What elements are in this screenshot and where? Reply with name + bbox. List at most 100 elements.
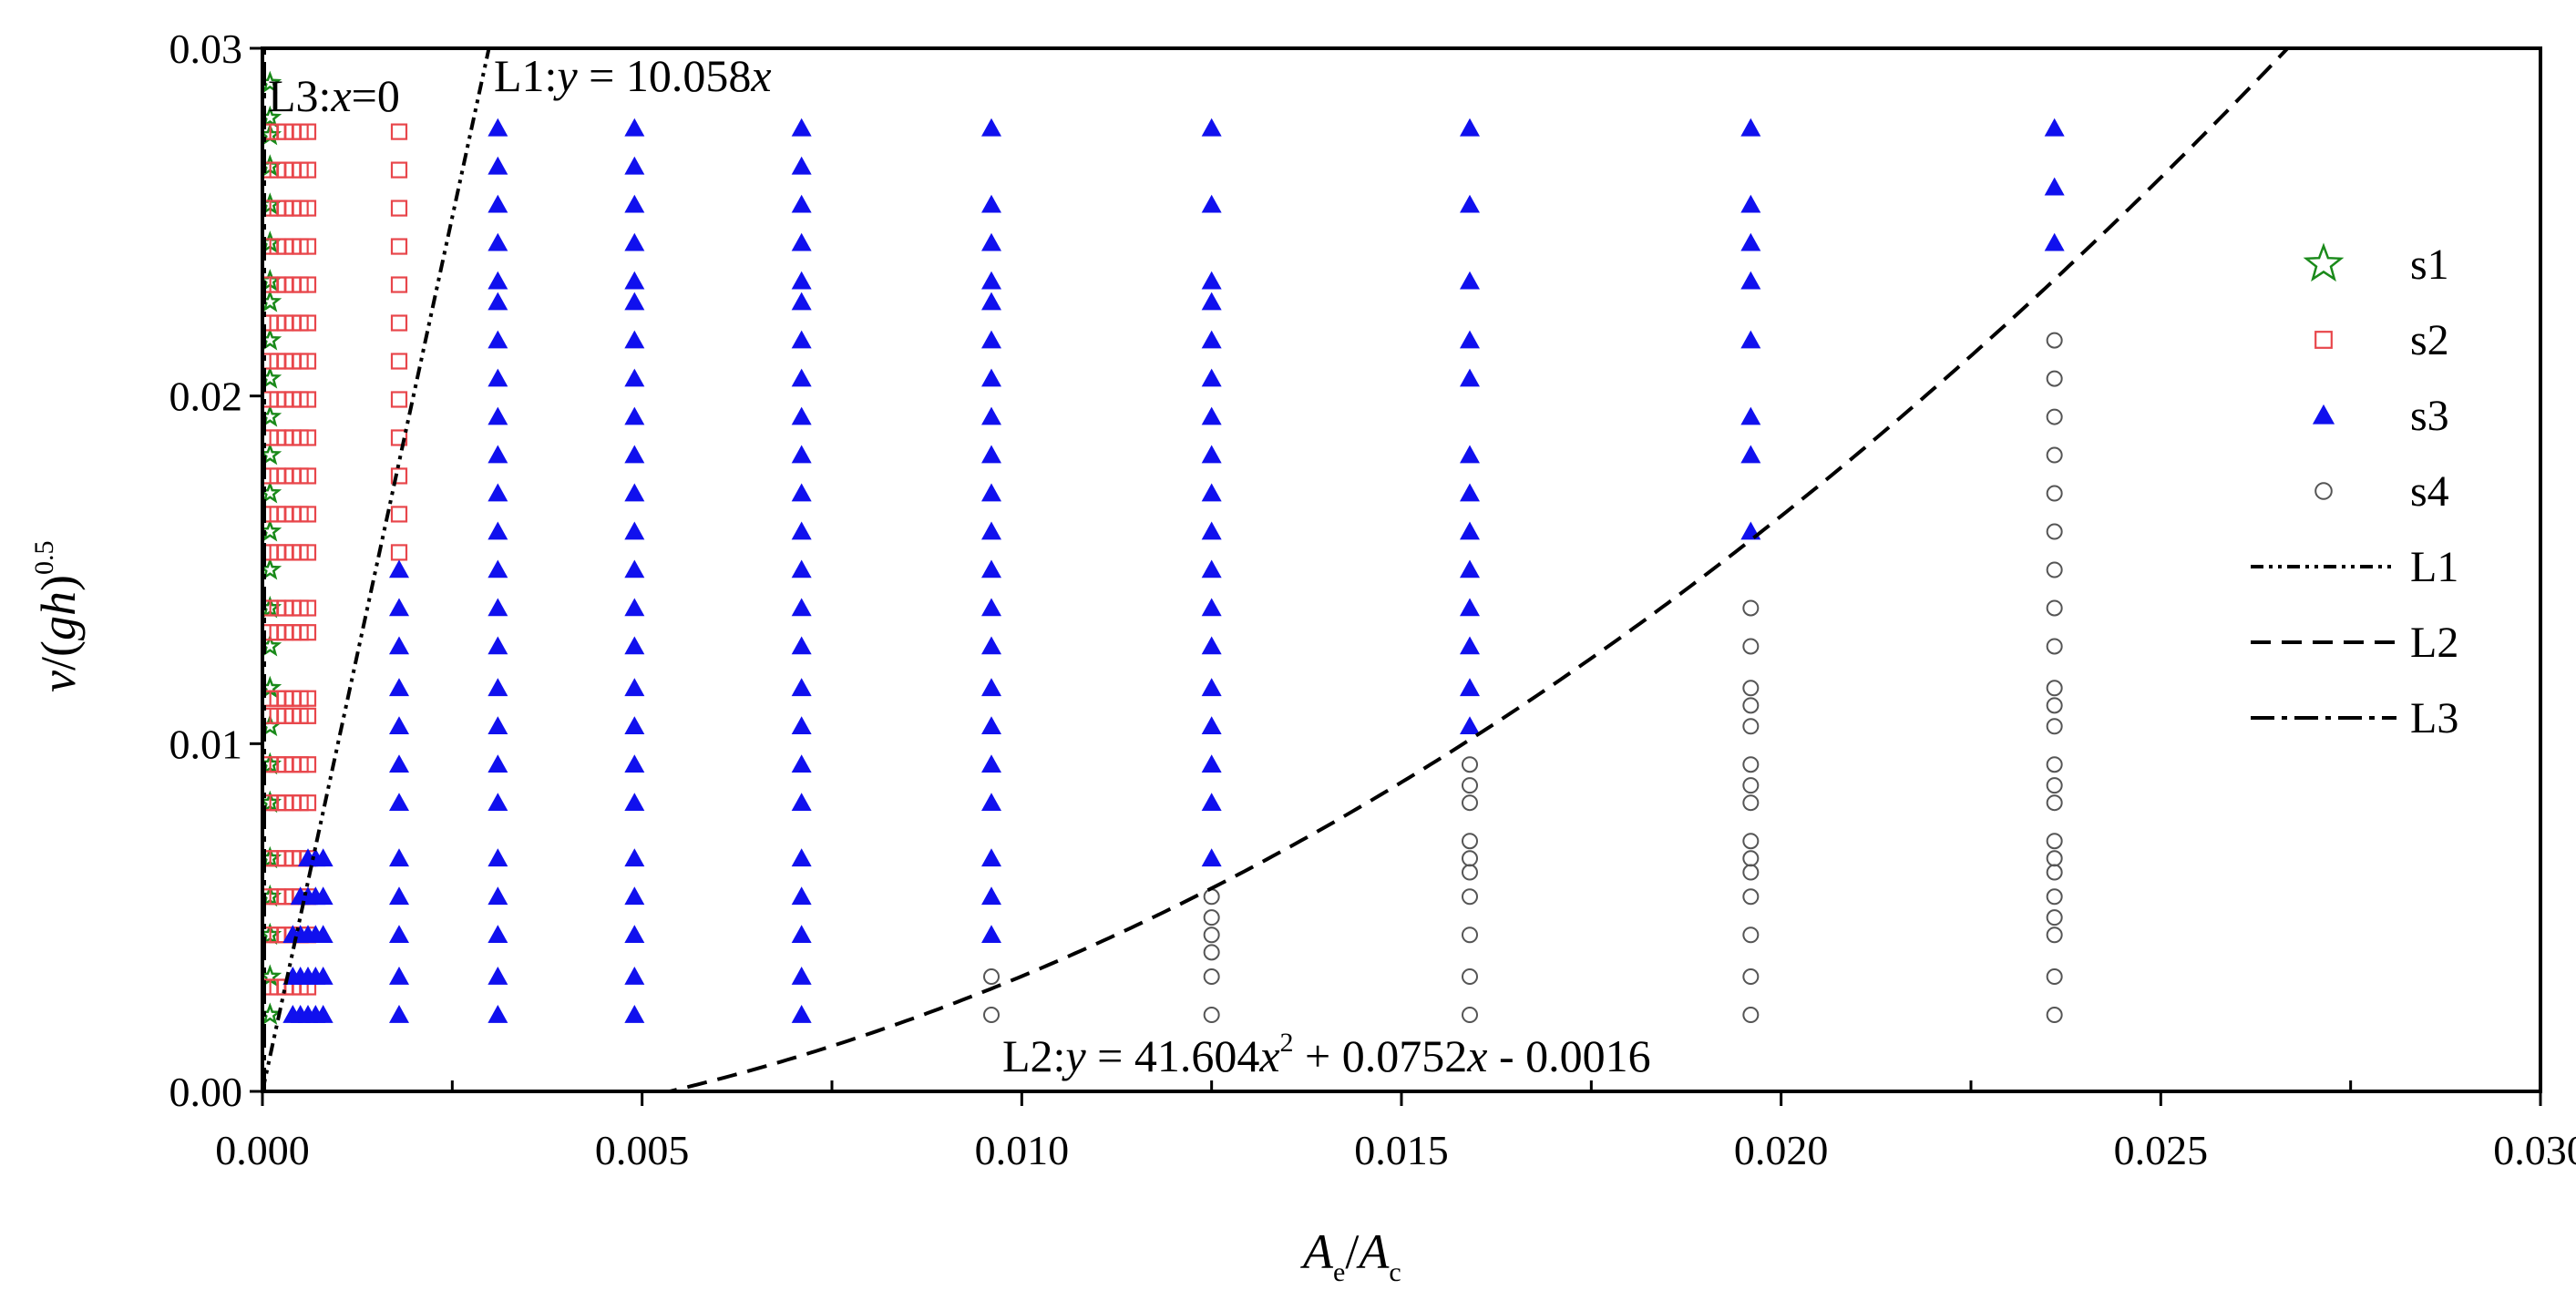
s4-point xyxy=(2046,370,2063,387)
s3-point xyxy=(624,445,645,464)
s3-point xyxy=(487,967,508,985)
s4-point xyxy=(2046,332,2063,349)
s3-point xyxy=(624,678,645,697)
s3-point xyxy=(624,925,645,944)
s2-point xyxy=(299,690,317,707)
s4-point xyxy=(2046,850,2063,867)
legend-s1-marker xyxy=(2303,242,2345,282)
s3-point xyxy=(981,368,1001,387)
series-s3 xyxy=(282,118,2065,1023)
y-tick-label: 0.00 xyxy=(169,1069,243,1115)
s3-point xyxy=(624,793,645,812)
s2-point xyxy=(390,429,408,446)
x-axis: 0.000 0.005 0.010 0.015 0.020 0.025 0.030 xyxy=(215,1080,2576,1173)
s3-point xyxy=(1740,118,1761,137)
s3-point xyxy=(791,754,812,773)
s3-point xyxy=(1460,271,1480,290)
legend-label: L3 xyxy=(2410,694,2458,742)
s3-point xyxy=(624,521,645,540)
s4-point xyxy=(1462,926,1478,944)
s4-point xyxy=(1742,777,1760,794)
s3-point xyxy=(389,678,409,697)
fit-lines xyxy=(262,48,2291,1091)
s2-point xyxy=(390,391,408,408)
legend-label: L1 xyxy=(2410,543,2458,591)
s3-point xyxy=(1201,754,1222,773)
s3-point xyxy=(1201,445,1222,464)
s3-point xyxy=(624,406,645,425)
s4-point xyxy=(1742,680,1760,697)
s3-point xyxy=(791,406,812,425)
s3-point xyxy=(487,925,508,944)
s4-point xyxy=(2046,833,2063,850)
s3-point xyxy=(487,754,508,773)
s4-point xyxy=(1462,833,1478,850)
s3-point xyxy=(981,118,1001,137)
s3-point xyxy=(389,636,409,655)
s3-point xyxy=(791,886,812,906)
s4-point xyxy=(1462,968,1478,986)
s3-point xyxy=(1201,368,1222,387)
s4-point xyxy=(2046,718,2063,735)
s4-point xyxy=(1742,697,1760,714)
s3-point xyxy=(791,1005,812,1023)
x-axis-label: Ae/Ac xyxy=(1300,1224,1401,1287)
legend-s3-marker xyxy=(2312,404,2335,425)
s3-point xyxy=(624,194,645,213)
s3-point xyxy=(313,1005,334,1023)
legend-label: L2 xyxy=(2410,619,2458,667)
s2-point xyxy=(299,391,317,408)
y-tick-label: 0.03 xyxy=(169,26,243,72)
s3-point xyxy=(981,848,1001,867)
s4-point xyxy=(2046,888,2063,906)
series-s4 xyxy=(983,332,2063,1024)
s3-point xyxy=(1201,271,1222,290)
s3-point xyxy=(1460,368,1480,387)
s3-point xyxy=(624,848,645,867)
s4-point xyxy=(2046,523,2063,540)
s4-point xyxy=(1742,968,1760,986)
s3-point xyxy=(791,559,812,578)
s4-point xyxy=(1462,1007,1478,1024)
s3-point xyxy=(624,330,645,349)
series-s2 xyxy=(262,123,408,996)
s2-point xyxy=(299,794,317,812)
s2-point xyxy=(390,467,408,485)
s4-point xyxy=(2046,697,2063,714)
s2-point xyxy=(299,238,317,255)
s3-point xyxy=(791,118,812,137)
s2-point xyxy=(299,429,317,446)
x-tick-label: 0.020 xyxy=(1734,1127,1829,1173)
s3-point xyxy=(1201,793,1222,812)
s3-point xyxy=(487,636,508,655)
s3-point xyxy=(389,1005,409,1023)
s3-point xyxy=(791,636,812,655)
s3-point xyxy=(1201,559,1222,578)
s4-point xyxy=(2046,756,2063,773)
s4-point xyxy=(1203,1007,1220,1024)
s3-point xyxy=(624,368,645,387)
s3-point xyxy=(981,330,1001,349)
s4-point xyxy=(1203,888,1220,906)
s3-point xyxy=(981,793,1001,812)
s3-point xyxy=(791,925,812,944)
s3-point xyxy=(487,886,508,906)
s3-point xyxy=(624,232,645,251)
s2-point xyxy=(390,161,408,179)
s3-point xyxy=(1201,521,1222,540)
s3-point xyxy=(791,232,812,251)
s2-point xyxy=(390,353,408,370)
s2-point xyxy=(299,123,317,140)
s3-point xyxy=(487,793,508,812)
s3-point xyxy=(389,598,409,617)
s2-point xyxy=(390,238,408,255)
s3-point xyxy=(791,678,812,697)
y-tick-label: 0.01 xyxy=(169,721,243,767)
s3-point xyxy=(487,292,508,311)
s3-point xyxy=(791,445,812,464)
s2-point xyxy=(299,353,317,370)
s3-point xyxy=(624,156,645,175)
s3-point xyxy=(1201,678,1222,697)
x-tick-label: 0.030 xyxy=(2493,1127,2576,1173)
s3-point xyxy=(1460,118,1480,137)
